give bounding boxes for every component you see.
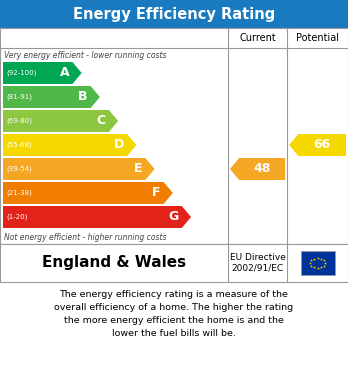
Text: E: E — [134, 163, 142, 176]
Text: Energy Efficiency Rating: Energy Efficiency Rating — [73, 7, 275, 22]
Text: 66: 66 — [314, 138, 331, 151]
Text: (69-80): (69-80) — [6, 118, 32, 124]
Text: 48: 48 — [253, 163, 271, 176]
Polygon shape — [3, 86, 100, 108]
Text: England & Wales: England & Wales — [42, 255, 186, 271]
Polygon shape — [230, 158, 285, 180]
Polygon shape — [3, 182, 173, 204]
Text: Not energy efficient - higher running costs: Not energy efficient - higher running co… — [4, 233, 166, 242]
Text: Current: Current — [239, 33, 276, 43]
Polygon shape — [3, 62, 82, 84]
Text: The energy efficiency rating is a measure of the
overall efficiency of a home. T: The energy efficiency rating is a measur… — [54, 290, 294, 337]
Text: Very energy efficient - lower running costs: Very energy efficient - lower running co… — [4, 50, 166, 59]
Polygon shape — [3, 158, 155, 180]
Polygon shape — [289, 134, 346, 156]
Bar — [0, 244, 348, 282]
Text: (81-91): (81-91) — [6, 94, 32, 100]
Text: B: B — [78, 90, 88, 104]
Bar — [0, 0, 348, 28]
Text: C: C — [97, 115, 106, 127]
Text: (1-20): (1-20) — [6, 214, 27, 220]
Text: EU Directive
2002/91/EC: EU Directive 2002/91/EC — [230, 253, 285, 273]
Text: D: D — [114, 138, 124, 151]
Text: (21-38): (21-38) — [6, 190, 32, 196]
Text: A: A — [60, 66, 69, 79]
Text: F: F — [152, 187, 160, 199]
Polygon shape — [3, 110, 118, 132]
Text: G: G — [168, 210, 179, 224]
Text: (39-54): (39-54) — [6, 166, 32, 172]
Polygon shape — [3, 134, 136, 156]
Text: (55-68): (55-68) — [6, 142, 32, 148]
Bar — [301, 251, 334, 275]
Polygon shape — [3, 206, 191, 228]
Text: (92-100): (92-100) — [6, 70, 37, 76]
Bar — [0, 28, 348, 244]
Text: Potential: Potential — [296, 33, 339, 43]
